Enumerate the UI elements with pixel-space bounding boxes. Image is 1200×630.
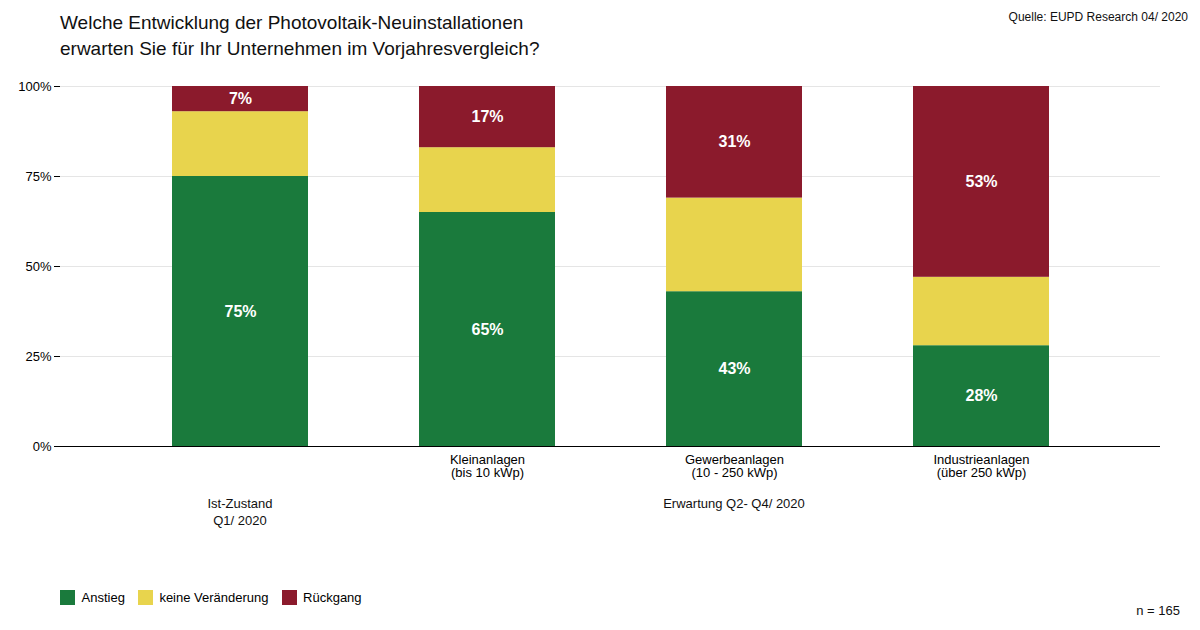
svg-text:43%: 43%: [718, 360, 750, 377]
html-text:Ist-Zustand Q1/ 2020: Ist-Zustand Q1/ 2020: [207, 496, 273, 528]
svg-text:31%: 31%: [718, 133, 750, 150]
html-text:keine Veränderung: keine Veränderung: [159, 589, 269, 605]
html-text:Welche Entwicklung der Photovo: Welche Entwicklung der Photovoltaik-Neui…: [60, 12, 540, 59]
svg-text:Kleinanlagen(bis 10 kWp): Kleinanlagen(bis 10 kWp): [450, 452, 525, 480]
svg-text:28%: 28%: [965, 387, 997, 404]
svg-text:Gewerbeanlagen(10 - 250 kWp): Gewerbeanlagen(10 - 250 kWp): [685, 452, 784, 480]
html-text:Quelle: EUPD Research 04/ 2020: Quelle: EUPD Research 04/ 2020: [1008, 10, 1188, 24]
html-text:Erwartung Q2- Q4/ 2020: Erwartung Q2- Q4/ 2020: [663, 496, 805, 511]
svg-text:75%: 75%: [224, 303, 256, 320]
html-text:Rückgang: Rückgang: [303, 589, 362, 605]
svg-text:53%: 53%: [965, 173, 997, 190]
svg-text:25%: 25%: [25, 349, 51, 364]
svg-text:7%: 7%: [229, 90, 252, 107]
html-text:Anstieg: Anstieg: [81, 589, 125, 605]
svg-text:75%: 75%: [25, 169, 51, 184]
html-text:n = 165: n = 165: [1136, 603, 1180, 618]
svg-text:17%: 17%: [471, 108, 503, 125]
svg-text:100%: 100%: [18, 79, 52, 94]
svg-text:0%: 0%: [33, 439, 52, 454]
svg-text:50%: 50%: [25, 259, 51, 274]
svg-text:Industrieanlagen(über 250 kWp): Industrieanlagen(über 250 kWp): [933, 452, 1029, 480]
svg-text:65%: 65%: [471, 321, 503, 338]
